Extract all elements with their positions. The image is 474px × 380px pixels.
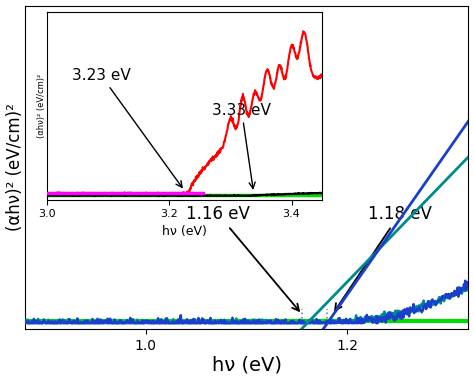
Text: 1.18 eV: 1.18 eV xyxy=(335,205,431,310)
Text: 1.16 eV: 1.16 eV xyxy=(186,205,299,311)
Y-axis label: (αhν)² (eV/cm)²: (αhν)² (eV/cm)² xyxy=(6,103,24,231)
X-axis label: hν (eV): hν (eV) xyxy=(212,355,282,374)
